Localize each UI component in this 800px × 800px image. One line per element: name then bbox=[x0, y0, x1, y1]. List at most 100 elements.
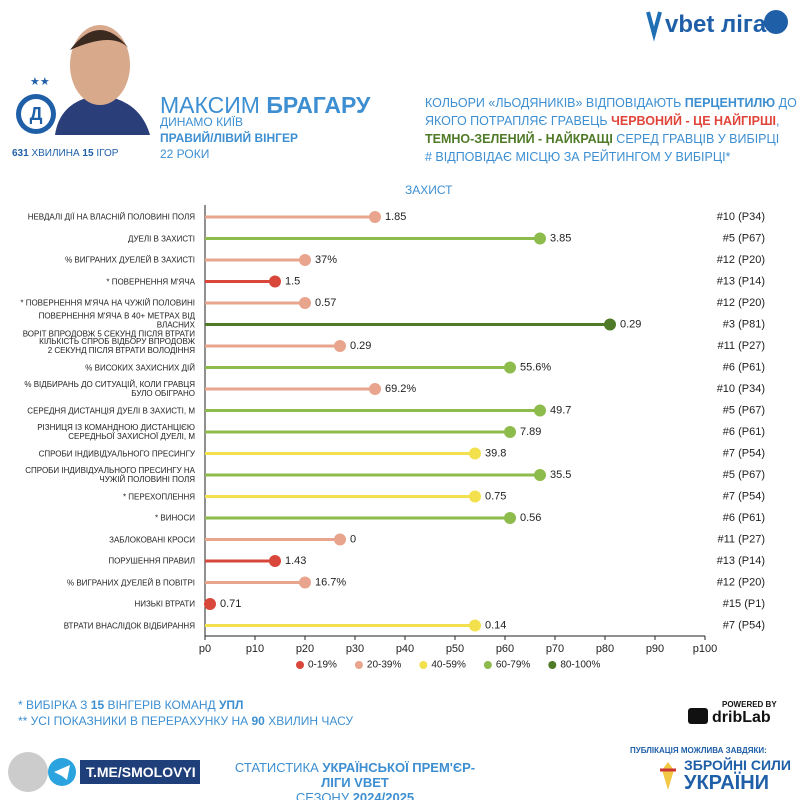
category-label: * ПОВЕРНЕННЯ М'ЯЧА НА ЧУЖІЙ ПОЛОВИНІ bbox=[20, 298, 195, 308]
category-label: СЕРЕДНЯ ДИСТАНЦІЯ ДУЕЛІ В ЗАХИСТІ, М bbox=[27, 406, 195, 415]
rank-label: #10 (P34) bbox=[717, 383, 765, 395]
stat-label: 7.89 bbox=[520, 426, 541, 438]
lollipop-dot bbox=[334, 340, 346, 352]
lollipop-dot bbox=[334, 533, 346, 546]
minutes: 631 ХВИЛИНА 15 ІГОР bbox=[12, 148, 118, 159]
text-segment: СТАТИСТИКА bbox=[234, 760, 323, 775]
club-crest-letter: Д bbox=[30, 104, 43, 124]
lollipop-dot bbox=[469, 619, 481, 632]
category-label: * ПЕРЕХОПЛЕННЯ bbox=[122, 492, 195, 501]
last-name: БРАГАРУ bbox=[266, 92, 371, 118]
stat-label: 1.43 bbox=[285, 555, 306, 567]
player-photo bbox=[70, 25, 130, 105]
stat-label: 55.6% bbox=[520, 361, 551, 373]
text-line: * ВИБІРКА З 15 ВІНГЕРІВ КОМАНД УПЛ bbox=[18, 697, 353, 713]
rank-label: #11 (P27) bbox=[718, 340, 766, 352]
text-line: КОЛЬОРИ «ЛЬОДЯНИКІВ» ВІДПОВІДАЮТЬ ПЕРЦЕН… bbox=[425, 94, 797, 112]
text-segment: УПЛ bbox=[218, 698, 244, 712]
footnotes: * ВИБІРКА З 15 ВІНГЕРІВ КОМАНД УПЛ ** УСІ… bbox=[18, 697, 353, 729]
rank-label: #5 (P67) bbox=[723, 469, 765, 481]
category-label: ЗАБЛОКОВАНІ КРОСИ bbox=[109, 535, 195, 544]
lollipop-dot bbox=[299, 576, 311, 589]
x-tick-label: p100 bbox=[693, 643, 717, 655]
stat-label: 0.75 bbox=[485, 490, 506, 502]
text-segment: 15 bbox=[82, 148, 94, 159]
category-label: ПОРУШЕННЯ ПРАВИЛ bbox=[108, 556, 195, 566]
x-tick-label: p90 bbox=[646, 643, 664, 655]
legend-label: 40-59% bbox=[431, 660, 466, 671]
text-line: # ВІДПОВІДАЄ МІСЦЮ ЗА РЕЙТИНГОМ У ВИБІРЦ… bbox=[425, 148, 797, 166]
brand-ball bbox=[764, 10, 788, 34]
text-segment: ТЕМНО-ЗЕЛЕНИЙ - НАЙКРАЩІ bbox=[425, 132, 613, 146]
rank-label: #12 (P20) bbox=[717, 576, 765, 588]
x-tick-label: p80 bbox=[596, 643, 614, 655]
player-shirt bbox=[55, 95, 150, 135]
x-tick-label: p10 bbox=[246, 643, 264, 655]
stat-label: 69.2% bbox=[385, 383, 416, 395]
text-line: СЕЗОНУ 2024/2025 bbox=[230, 790, 480, 800]
category-label: НЕВДАЛІ ДІЇ НА ВЛАСНІЙ ПОЛОВИНІ ПОЛЯ bbox=[27, 212, 195, 222]
category-label: % ВІДБИРАНЬ ДО СИТУАЦІЙ, КОЛИ ГРАВЦЯ БУЛ… bbox=[24, 380, 195, 398]
text-line: ** УСІ ПОКАЗНИКИ В ПЕРЕРАХУНКУ НА 90 ХВИ… bbox=[18, 713, 353, 729]
lollipop-dot bbox=[469, 490, 481, 503]
text-segment: ВІНГЕРІВ КОМАНД bbox=[104, 698, 219, 712]
legend-label: 0-19% bbox=[308, 660, 337, 671]
x-tick-label: p40 bbox=[396, 643, 414, 655]
text-segment: ЯКОГО ПОТРАПЛЯЄ ГРАВЕЦЬ bbox=[425, 114, 612, 128]
rank-label: #12 (P20) bbox=[717, 297, 765, 309]
rank-label: #7 (P54) bbox=[723, 490, 765, 502]
driblab-icon bbox=[688, 708, 708, 724]
stat-label: 1.5 bbox=[285, 275, 300, 287]
stat-label: 39.8 bbox=[485, 447, 506, 459]
text-segment: ДО bbox=[775, 96, 797, 110]
category-label: СПРОБИ ІНДИВІДУАЛЬНОГО ПРЕСИНГУ НА ЧУЖІЙ… bbox=[25, 466, 195, 484]
rank-label: #13 (P14) bbox=[717, 555, 765, 567]
category-label: СПРОБИ ІНДИВІДУАЛЬНОГО ПРЕСИНГУ bbox=[38, 449, 195, 458]
rank-label: #5 (P67) bbox=[723, 404, 765, 416]
stat-label: 37% bbox=[315, 254, 337, 266]
legend-swatch bbox=[548, 661, 557, 669]
text-segment: СЕРЕД ГРАВЦІВ У ВИБІРЦІ bbox=[612, 132, 780, 146]
x-tick-label: p70 bbox=[546, 643, 564, 655]
legend-label: 80-100% bbox=[560, 660, 600, 671]
brand: vbet ліга bbox=[665, 11, 767, 38]
age: 22 РОКИ bbox=[160, 147, 210, 161]
text-segment: # ВІДПОВІДАЄ МІСЦЮ ЗА РЕЙТИНГОМ У ВИБІРЦ… bbox=[425, 150, 731, 164]
stat-label: 0.71 bbox=[220, 598, 241, 610]
text-segment: КОЛЬОРИ «ЛЬОДЯНИКІВ» ВІДПОВІДАЮТЬ bbox=[425, 96, 685, 110]
telegram-plane bbox=[54, 765, 70, 780]
x-tick-label: p60 bbox=[496, 643, 514, 655]
lollipop-dot bbox=[369, 211, 381, 223]
rank-label: #13 (P14) bbox=[717, 275, 765, 287]
text-segment: ХВИЛИНА bbox=[28, 148, 83, 159]
lollipop-dot bbox=[504, 361, 516, 374]
stat-label: 0.56 bbox=[520, 512, 541, 524]
stat-label: 0.57 bbox=[315, 297, 336, 309]
sponsor: УКРАЇНИ bbox=[684, 772, 770, 794]
player-hair bbox=[70, 30, 130, 50]
category-label: НИЗЬКІ ВТРАТИ bbox=[134, 599, 195, 609]
rank-label: #7 (P54) bbox=[723, 619, 765, 631]
telegram-box bbox=[80, 760, 200, 784]
category-label: % ВИГРАНИХ ДУЕЛЕЙ В ЗАХИСТІ bbox=[65, 255, 195, 265]
stat-label: 0.29 bbox=[350, 340, 371, 352]
lollipop-dot bbox=[204, 598, 216, 610]
club-crest-inner bbox=[21, 99, 51, 129]
rank-label: #6 (P61) bbox=[723, 361, 765, 373]
rank-label: #6 (P61) bbox=[723, 426, 765, 438]
crest-stars: ★★ bbox=[30, 76, 50, 88]
text-line: СТАТИСТИКА УКРАЇНСЬКОЇ ПРЕМ'ЄР-ЛІГИ VBET bbox=[230, 760, 480, 790]
category-label: ДУЕЛІ В ЗАХИСТІ bbox=[127, 234, 195, 243]
lollipop-dot bbox=[534, 232, 546, 245]
x-tick-label: p30 bbox=[346, 643, 364, 655]
rank-label: #10 (P34) bbox=[717, 211, 765, 223]
text-segment: УКРАЇНСЬКОЇ ПРЕМ'ЄР-ЛІГИ VBET bbox=[321, 760, 476, 790]
text-segment: ХВИЛИН ЧАСУ bbox=[264, 714, 353, 728]
sponsor-note: ПУБЛІКАЦІЯ МОЖЛИВА ЗАВДЯКИ: bbox=[630, 746, 767, 755]
category-label: % ВИСОКИХ ЗАХИСНИХ ДІЙ bbox=[85, 363, 195, 372]
first-name: МАКСИМ bbox=[160, 92, 260, 118]
stat-label: 0.14 bbox=[485, 619, 506, 631]
lollipop-dot bbox=[269, 275, 281, 288]
text-segment: 15 bbox=[90, 698, 105, 712]
